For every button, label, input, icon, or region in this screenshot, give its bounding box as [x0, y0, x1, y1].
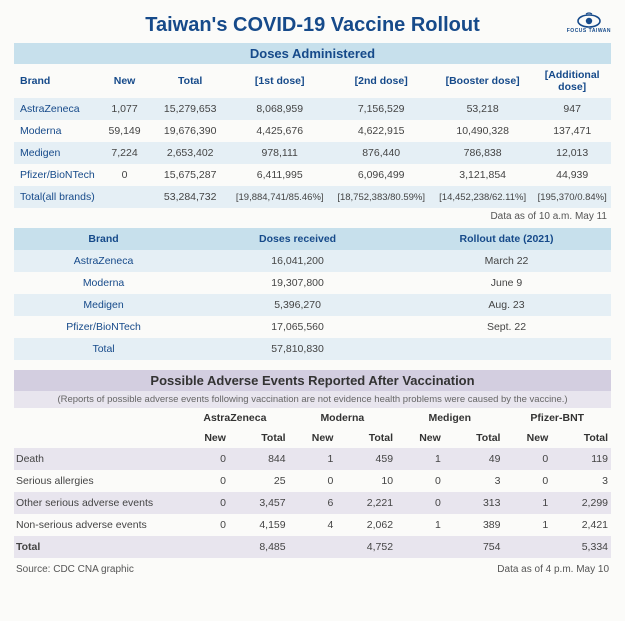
col-date: Rollout date (2021) — [402, 228, 611, 250]
col-d1: [1st dose] — [229, 64, 330, 98]
doses-asof: Data as of 10 a.m. May 11 — [14, 208, 611, 228]
adverse-disclaimer: (Reports of possible adverse events foll… — [14, 391, 611, 408]
table-row: Non-serious adverse events04,15942,06213… — [14, 514, 611, 536]
table-row: AstraZeneca1,07715,279,6538,068,9597,156… — [14, 98, 611, 120]
table-total-row: Total(all brands)53,284,732[19,884,741/8… — [14, 186, 611, 208]
table-head-row: AstraZeneca Moderna Medigen Pfizer-BNT — [14, 408, 611, 428]
col-received: Doses received — [193, 228, 402, 250]
adverse-table: AstraZeneca Moderna Medigen Pfizer-BNT N… — [14, 408, 611, 558]
eye-icon — [576, 12, 602, 28]
col-booster: [Booster dose] — [432, 64, 533, 98]
source-text: Source: CDC CNA graphic — [16, 564, 134, 575]
adverse-section-header: Possible Adverse Events Reported After V… — [14, 370, 611, 391]
adverse-asof: Data as of 4 p.m. May 10 — [497, 564, 609, 575]
table-subhead-row: NewTotal NewTotal NewTotal NewTotal — [14, 428, 611, 448]
col-brand: Brand — [14, 228, 193, 250]
doses-table: Brand New Total [1st dose] [2nd dose] [B… — [14, 64, 611, 208]
table-head-row: Brand New Total [1st dose] [2nd dose] [B… — [14, 64, 611, 98]
table-row: Serious allergies0250100303 — [14, 470, 611, 492]
col-add: [Additional dose] — [533, 64, 611, 98]
header: Taiwan's COVID-19 Vaccine Rollout FOCUS … — [14, 8, 611, 37]
col-total: Total — [151, 64, 229, 98]
table-row: Pfizer/BioNTech17,065,560Sept. 22 — [14, 316, 611, 338]
col-d2: [2nd dose] — [330, 64, 431, 98]
table-row: Moderna19,307,800June 9 — [14, 272, 611, 294]
table-row: Moderna59,14919,676,3904,425,6764,622,91… — [14, 120, 611, 142]
table-total-row: Total8,4854,7527545,334 — [14, 536, 611, 558]
table-head-row: Brand Doses received Rollout date (2021) — [14, 228, 611, 250]
table-row: Pfizer/BioNTech015,675,2876,411,9956,096… — [14, 164, 611, 186]
table-row: Death084414591490119 — [14, 448, 611, 470]
table-row: Medigen5,396,270Aug. 23 — [14, 294, 611, 316]
table-row: AstraZeneca16,041,200March 22 — [14, 250, 611, 272]
doses-section-header: Doses Administered — [14, 43, 611, 64]
received-table: Brand Doses received Rollout date (2021)… — [14, 228, 611, 360]
col-new: New — [98, 64, 152, 98]
col-brand: Brand — [14, 64, 98, 98]
page-title: Taiwan's COVID-19 Vaccine Rollout — [14, 8, 611, 37]
table-row: Other serious adverse events03,45762,221… — [14, 492, 611, 514]
logo-text: FOCUS TAIWAN — [567, 28, 611, 34]
table-row: Medigen7,2242,653,402978,111876,440786,8… — [14, 142, 611, 164]
table-total-row: Total57,810,830 — [14, 338, 611, 360]
logo: FOCUS TAIWAN — [567, 12, 611, 34]
footer: Source: CDC CNA graphic Data as of 4 p.m… — [14, 558, 611, 575]
